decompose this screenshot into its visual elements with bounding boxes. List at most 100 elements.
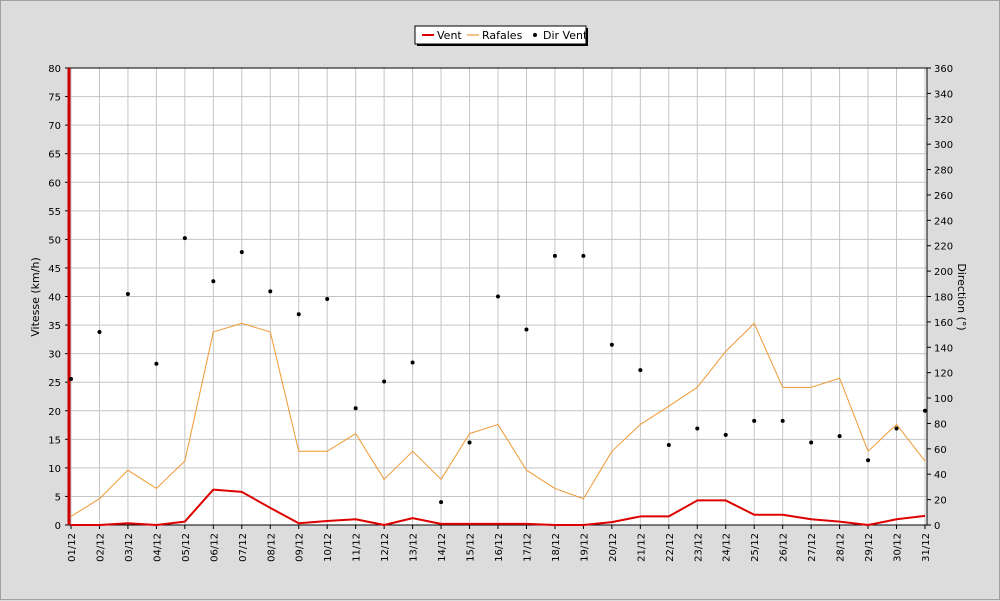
x-tick-label: 01/12: [67, 533, 78, 562]
x-tick-label: 03/12: [124, 533, 135, 562]
x-tick-label: 08/12: [266, 533, 277, 562]
series-point-dir-vent: [581, 254, 585, 258]
x-tick-label: 02/12: [95, 533, 106, 562]
x-tick-label: 24/12: [722, 533, 733, 562]
x-tick-label: 25/12: [750, 533, 761, 562]
x-tick-label: 31/12: [921, 533, 932, 562]
y2-tick-label: 60: [934, 445, 947, 456]
series-point-dir-vent: [638, 368, 642, 372]
x-tick-label: 26/12: [779, 533, 790, 562]
x-tick-label: 07/12: [238, 533, 249, 562]
series-point-dir-vent: [126, 292, 130, 296]
y-tick-label: 5: [55, 492, 61, 503]
series-point-dir-vent: [69, 377, 73, 381]
x-tick-label: 05/12: [181, 533, 192, 562]
series-point-dir-vent: [923, 409, 927, 413]
y2-tick-label: 100: [934, 394, 953, 405]
y-tick-label: 45: [48, 264, 61, 275]
y-tick-label: 65: [48, 150, 61, 161]
series-point-dir-vent: [496, 295, 500, 299]
y2-tick-label: 140: [934, 343, 953, 354]
y2-tick-label: 360: [934, 64, 953, 75]
series-point-dir-vent: [297, 312, 301, 316]
series-point-dir-vent: [268, 289, 272, 293]
y-tick-label: 25: [48, 378, 61, 389]
series-point-dir-vent: [752, 419, 756, 423]
x-tick-label: 28/12: [836, 533, 847, 562]
y2-tick-label: 180: [934, 293, 953, 304]
y-tick-label: 30: [48, 350, 61, 361]
y-tick-label: 35: [48, 321, 61, 332]
x-tick-label: 11/12: [352, 533, 363, 562]
series-point-dir-vent: [667, 443, 671, 447]
y2-tick-label: 260: [934, 191, 953, 202]
x-tick-label: 17/12: [522, 533, 533, 562]
legend-label-vent: Vent: [437, 29, 462, 42]
y2-tick-label: 160: [934, 318, 953, 329]
legend-swatch-dir-vent: [533, 33, 537, 37]
series-point-dir-vent: [524, 328, 528, 332]
series-point-dir-vent: [183, 236, 187, 240]
x-tick-label: 18/12: [551, 533, 562, 562]
y-tick-label: 55: [48, 207, 61, 218]
y2-tick-label: 40: [934, 470, 947, 481]
x-tick-label: 14/12: [437, 533, 448, 562]
series-point-dir-vent: [97, 330, 101, 334]
y2-tick-label: 340: [934, 89, 953, 100]
y2-tick-label: 280: [934, 166, 953, 177]
x-tick-label: 27/12: [807, 533, 818, 562]
series-point-dir-vent: [240, 250, 244, 254]
y-tick-label: 80: [48, 64, 61, 75]
series-point-dir-vent: [895, 427, 899, 431]
series-point-dir-vent: [439, 500, 443, 504]
series-point-dir-vent: [610, 343, 614, 347]
x-tick-label: 21/12: [636, 533, 647, 562]
series-point-dir-vent: [553, 254, 557, 258]
series-point-dir-vent: [838, 434, 842, 438]
y-axis-label: Vitesse (km/h): [29, 257, 42, 337]
x-tick-label: 30/12: [893, 533, 904, 562]
y2-tick-label: 300: [934, 140, 953, 151]
y-tick-label: 0: [55, 521, 61, 532]
x-tick-label: 06/12: [209, 533, 220, 562]
series-point-dir-vent: [211, 279, 215, 283]
y2-tick-label: 200: [934, 267, 953, 278]
y2-tick-label: 320: [934, 115, 953, 126]
series-point-dir-vent: [154, 362, 158, 366]
x-tick-label: 09/12: [295, 533, 306, 562]
series-point-dir-vent: [325, 297, 329, 301]
series-point-dir-vent: [695, 427, 699, 431]
y-tick-label: 10: [48, 464, 61, 475]
x-tick-label: 15/12: [466, 533, 477, 562]
series-point-dir-vent: [809, 440, 813, 444]
series-point-dir-vent: [781, 419, 785, 423]
y2-tick-label: 220: [934, 242, 953, 253]
y2-tick-label: 20: [934, 496, 947, 507]
y2-tick-label: 240: [934, 216, 953, 227]
x-tick-label: 10/12: [323, 533, 334, 562]
y2-axis-label: Direction (°): [955, 263, 968, 330]
y-tick-label: 70: [48, 121, 61, 132]
series-point-dir-vent: [468, 440, 472, 444]
x-tick-label: 23/12: [693, 533, 704, 562]
y-tick-label: 50: [48, 235, 61, 246]
y2-tick-label: 80: [934, 419, 947, 430]
legend: Vent Rafales Dir Vent: [415, 26, 588, 46]
series-point-dir-vent: [411, 361, 415, 365]
legend-label-rafales: Rafales: [482, 29, 523, 42]
series-point-dir-vent: [866, 458, 870, 462]
x-tick-label: 12/12: [380, 533, 391, 562]
y-tick-label: 15: [48, 435, 61, 446]
x-tick-label: 13/12: [409, 533, 420, 562]
y-tick-label: 60: [48, 178, 61, 189]
y2-tick-label: 120: [934, 369, 953, 380]
x-tick-label: 29/12: [864, 533, 875, 562]
x-tick-label: 22/12: [665, 533, 676, 562]
x-tick-label: 16/12: [494, 533, 505, 562]
series-point-dir-vent: [382, 380, 386, 384]
legend-label-dir-vent: Dir Vent: [543, 29, 588, 42]
y-tick-label: 40: [48, 293, 61, 304]
x-tick-label: 19/12: [579, 533, 590, 562]
